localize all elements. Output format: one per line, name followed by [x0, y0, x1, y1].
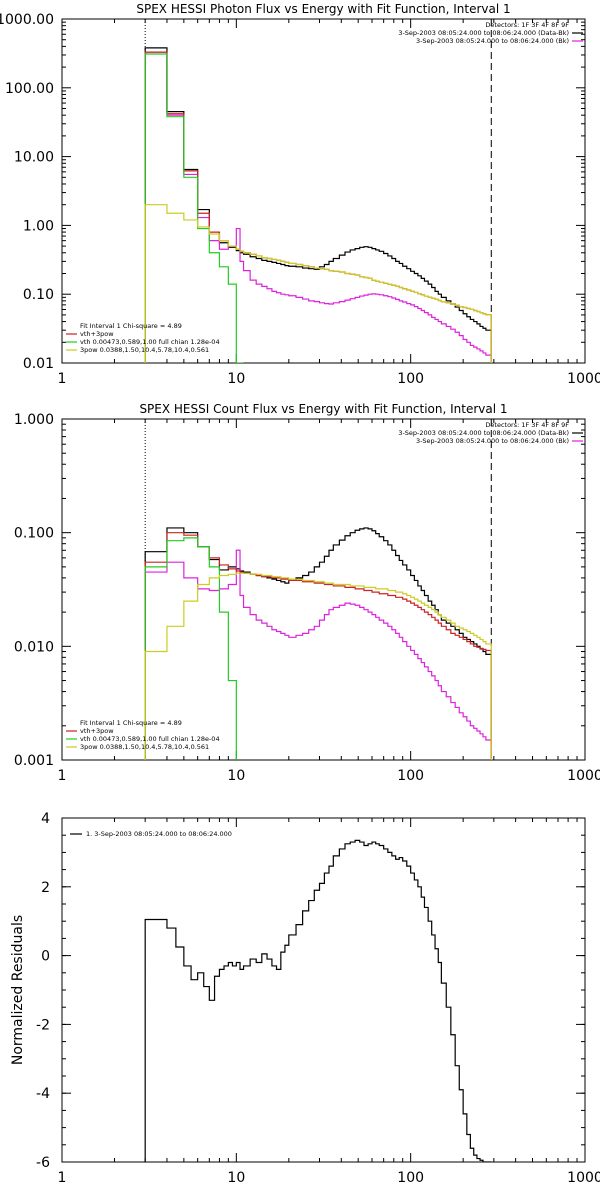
- chart-0-y-tick-label: 1000.00: [0, 12, 54, 28]
- chart-0-y-tick-label: 100.00: [5, 81, 54, 97]
- chart-0-series-1: [144, 51, 492, 363]
- chart-1-x-tick-label: 100: [397, 768, 424, 784]
- chart-1-y-tick-label: 0.001: [14, 753, 54, 769]
- chart-1-legend-right-text: 3-Sep-2003 08:05:24.000 to 08:06:24.000 …: [416, 437, 569, 445]
- chart-0-x-tick-label: 10: [227, 371, 245, 387]
- chart-2-y-tick-label: 2: [41, 880, 50, 896]
- chart-2-plot-frame: [61, 817, 586, 1163]
- chart-0-legend-right-text: 3-Sep-2003 08:05:24.000 to 08:06:24.000 …: [398, 29, 569, 37]
- chart-2-y-tick-label: 0: [41, 949, 50, 965]
- chart-0-legend-left-text: 3pow 0.0388,1.50,10.4,5.78,10.4,0.561: [80, 346, 209, 354]
- chart-1-legend-left-text: vth+3pow: [80, 727, 114, 735]
- chart-0-legend-left-text: Fit Interval 1 Chi-square = 4.89: [80, 322, 182, 330]
- chart-1-legend-left-text: Fit Interval 1 Chi-square = 4.89: [80, 719, 182, 727]
- chart-1-series-2: [144, 532, 492, 760]
- chart-1-y-tick-label: 0.100: [14, 526, 54, 542]
- chart-1-plot-frame: [61, 418, 586, 761]
- chart-2-x-tick-label: 10: [227, 1170, 245, 1186]
- chart-0-legend-left-text: vth+3pow: [80, 330, 114, 338]
- chart-0-plot-frame: [61, 18, 586, 364]
- chart-0-y-tick-label: 0.01: [23, 356, 54, 372]
- chart-2-y-tick-label: -2: [36, 1017, 50, 1033]
- chart-1-x-tick-label: 1000: [567, 768, 600, 784]
- chart-1-y-tick-label: 1.000: [14, 412, 54, 428]
- chart-1-legend-left-text: 3pow 0.0388,1.50,10.4,5.78,10.4,0.561: [80, 743, 209, 751]
- chart-0-y-tick-label: 1.00: [23, 218, 54, 234]
- chart-1-series-1: [144, 549, 492, 760]
- chart-1-series-0: [144, 527, 492, 760]
- chart-2-series-0: [144, 839, 492, 1162]
- chart-1-x-tick-label: 10: [227, 768, 245, 784]
- chart-2-y-tick-label: -4: [36, 1086, 50, 1102]
- chart-2-x-tick-label: 1000: [567, 1170, 600, 1186]
- chart-1-legend-right-text: 3-Sep-2003 08:05:24.000 to 08:06:24.000 …: [398, 429, 569, 437]
- photon-flux-chart: SPEX HESSI Photon Flux vs Energy with Fi…: [0, 2, 600, 387]
- chart-2-x-tick-label: 1: [58, 1170, 67, 1186]
- chart-1-legend-left-text: vth 0.00473,0.589,1.00 full chian 1.28e-…: [80, 735, 220, 743]
- chart-0-x-tick-label: 100: [397, 371, 424, 387]
- chart-0-series-3: [144, 53, 244, 363]
- chart-2-series-group: [144, 839, 492, 1162]
- chart-0-legend-left-text: vth 0.00473,0.589,1.00 full chian 1.28e-…: [80, 338, 220, 346]
- chart-0-series-4: [144, 204, 492, 363]
- chart-0-x-tick-label: 1000: [567, 371, 600, 387]
- count-flux-chart: SPEX HESSI Count Flux vs Energy with Fit…: [14, 402, 600, 784]
- chart-2-x-tick-label: 100: [397, 1170, 424, 1186]
- chart-0-legend-right-text: Detectors: 1F 3F 4F 8F 9F: [485, 21, 569, 29]
- chart-1-legend-right-text: Detectors: 1F 3F 4F 8F 9F: [485, 421, 569, 429]
- chart-0-title: SPEX HESSI Photon Flux vs Energy with Fi…: [136, 2, 510, 16]
- chart-1-x-tick-label: 1: [58, 768, 67, 784]
- chart-2-legend-text: 1. 3-Sep-2003 08:05:24.000 to 08:06:24.0…: [86, 830, 232, 838]
- residuals-chart: 1 10 100 1000 -6 -4 -2 0 2 4 Normalized Residuals 1…: [10, 811, 600, 1186]
- chart-2-y-tick-label: -6: [36, 1155, 50, 1171]
- chart-0-series-group: [144, 47, 492, 363]
- chart-0-y-tick-label: 0.10: [23, 287, 54, 303]
- chart-1-series-group: [144, 527, 492, 760]
- chart-0-x-tick-label: 1: [58, 371, 67, 387]
- chart-1-y-tick-label: 0.010: [14, 639, 54, 655]
- chart-0-y-tick-label: 10.00: [14, 150, 54, 166]
- chart-1-series-3: [144, 537, 237, 760]
- chart-1-title: SPEX HESSI Count Flux vs Energy with Fit…: [139, 402, 507, 416]
- chart-1-series-4: [144, 572, 492, 760]
- chart-2-y-axis-label: Normalized Residuals: [10, 915, 26, 1065]
- chart-2-y-tick-label: 4: [41, 811, 50, 827]
- chart-0-legend-right-text: 3-Sep-2003 08:05:24.000 to 08:06:24.000 …: [416, 37, 569, 45]
